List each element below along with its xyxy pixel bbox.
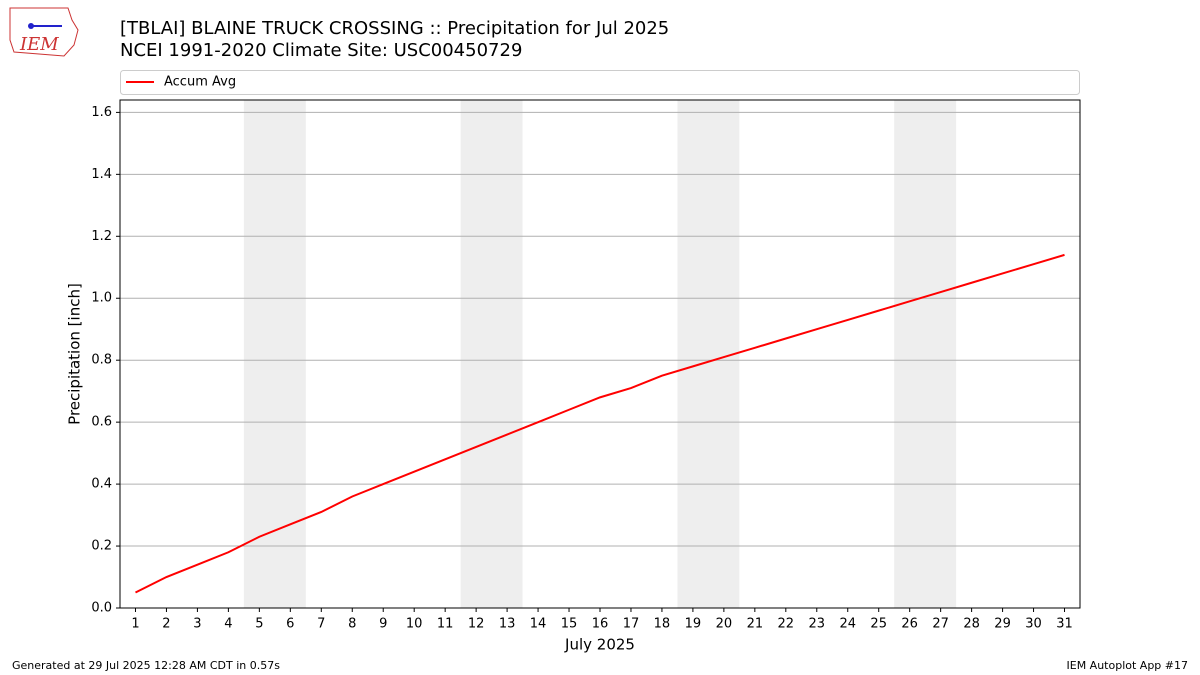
logo-text: IEM	[19, 34, 59, 55]
y-tick-label: 1.6	[91, 105, 112, 120]
weekend-shade	[894, 100, 957, 608]
legend-label: Accum Avg	[164, 75, 236, 90]
footer-left: Generated at 29 Jul 2025 12:28 AM CDT in…	[12, 659, 280, 672]
y-tick-label: 0.2	[91, 539, 112, 554]
weekend-shade	[460, 100, 523, 608]
x-tick-label: 29	[994, 617, 1011, 632]
x-tick-label: 4	[224, 617, 232, 632]
chart-subtitle: NCEI 1991-2020 Climate Site: USC00450729	[120, 40, 522, 61]
y-tick-label: 0.4	[91, 477, 112, 492]
x-tick-label: 3	[193, 617, 201, 632]
x-tick-label: 8	[348, 617, 356, 632]
x-axis-label: July 2025	[564, 636, 635, 654]
x-tick-label: 18	[654, 617, 671, 632]
x-tick-label: 19	[685, 617, 702, 632]
x-tick-label: 1	[131, 617, 139, 632]
x-tick-label: 16	[592, 617, 609, 632]
x-tick-label: 21	[747, 617, 764, 632]
plot-frame	[119, 99, 1081, 609]
x-tick-label: 2	[162, 617, 170, 632]
x-tick-label: 25	[870, 617, 887, 632]
y-tick-label: 1.0	[91, 291, 112, 306]
weekend-shade	[677, 100, 740, 608]
x-tick-label: 27	[932, 617, 949, 632]
x-tick-label: 24	[839, 617, 856, 632]
x-tick-label: 11	[437, 617, 454, 632]
y-axis-label: Precipitation [inch]	[66, 283, 84, 425]
x-tick-label: 31	[1056, 617, 1073, 632]
x-tick-label: 10	[406, 617, 423, 632]
x-tick-label: 6	[286, 617, 294, 632]
y-tick-label: 1.2	[91, 229, 112, 244]
legend-box	[120, 70, 1080, 95]
logo-outline	[9, 7, 79, 57]
x-tick-label: 15	[561, 617, 578, 632]
logo-icon	[28, 23, 34, 29]
x-tick-label: 28	[963, 617, 980, 632]
x-tick-label: 26	[901, 617, 918, 632]
x-tick-label: 9	[379, 617, 387, 632]
x-tick-label: 23	[809, 617, 826, 632]
x-tick-label: 20	[716, 617, 733, 632]
x-tick-label: 17	[623, 617, 640, 632]
y-tick-label: 0.0	[91, 601, 112, 616]
x-tick-label: 12	[468, 617, 485, 632]
weekend-shade	[243, 100, 306, 608]
logo: IEM	[9, 7, 79, 57]
footer-right: IEM Autoplot App #17	[1067, 659, 1189, 672]
x-tick-label: 14	[530, 617, 547, 632]
x-tick-label: 13	[499, 617, 516, 632]
y-tick-label: 1.4	[91, 167, 112, 182]
chart-title: [TBLAI] BLAINE TRUCK CROSSING :: Precipi…	[120, 18, 669, 39]
y-tick-label: 0.8	[91, 353, 112, 368]
x-tick-label: 5	[255, 617, 263, 632]
x-tick-label: 30	[1025, 617, 1042, 632]
x-tick-label: 22	[778, 617, 795, 632]
x-tick-label: 7	[317, 617, 325, 632]
data-line	[135, 253, 1065, 594]
y-tick-label: 0.6	[91, 415, 112, 430]
